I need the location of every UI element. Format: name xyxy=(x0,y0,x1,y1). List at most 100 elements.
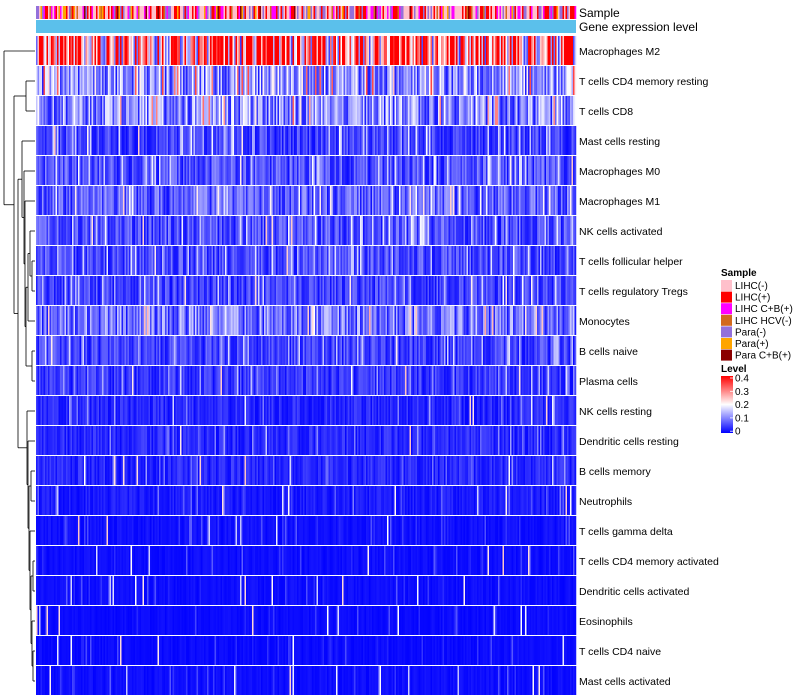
heatmap-cell xyxy=(189,186,191,215)
heatmap-cell xyxy=(375,36,377,65)
heatmap-cell xyxy=(226,396,229,425)
heatmap-cell xyxy=(208,216,211,245)
heatmap-cell xyxy=(448,276,451,305)
heatmap-cell xyxy=(414,366,416,395)
heatmap-cell xyxy=(360,216,362,245)
heatmap-cell xyxy=(307,246,310,275)
heatmap-cell xyxy=(492,156,494,185)
heatmap-cell xyxy=(79,396,82,425)
heatmap-cell xyxy=(421,186,424,215)
heatmap-cell xyxy=(562,126,565,155)
heatmap-cell xyxy=(39,66,41,95)
heatmap-cell xyxy=(151,366,154,395)
heatmap-cell xyxy=(157,186,160,215)
heatmap-cell xyxy=(456,66,458,95)
heatmap-cell xyxy=(253,246,256,275)
heatmap-cell xyxy=(36,96,38,125)
heatmap-cell xyxy=(103,216,106,245)
heatmap-cell xyxy=(210,396,212,425)
heatmap-cell xyxy=(133,36,136,65)
heatmap-cell xyxy=(151,216,154,245)
heatmap-cell xyxy=(82,96,85,125)
heatmap-cell xyxy=(339,246,341,275)
heatmap-cell xyxy=(78,336,80,365)
heatmap-cell xyxy=(370,276,373,305)
heatmap-cell xyxy=(433,126,436,155)
heatmap-cell xyxy=(526,366,529,395)
heatmap-cell xyxy=(163,216,166,245)
heatmap-cell xyxy=(52,156,55,185)
heatmap-cell xyxy=(297,216,299,245)
heatmap-cell xyxy=(477,66,479,95)
heatmap-cell xyxy=(534,276,536,305)
heatmap-cell xyxy=(418,36,421,65)
heatmap-cell xyxy=(153,396,155,425)
heatmap-cell xyxy=(337,156,340,185)
heatmap-cell xyxy=(237,276,239,305)
heatmap-cell xyxy=(309,306,311,335)
heatmap-cell xyxy=(489,66,491,95)
heatmap-cell xyxy=(360,36,362,65)
heatmap-cell xyxy=(183,276,185,305)
heatmap-cell xyxy=(325,36,328,65)
heatmap-cell xyxy=(495,36,497,65)
heatmap-cell xyxy=(363,306,365,335)
heatmap-cell xyxy=(441,126,443,155)
sample-cell xyxy=(99,6,101,19)
heatmap-cell xyxy=(36,246,38,275)
heatmap-cell xyxy=(376,96,379,125)
heatmap-cell xyxy=(184,156,187,185)
heatmap-cell xyxy=(441,186,443,215)
heatmap-cell xyxy=(229,336,232,365)
heatmap-cell xyxy=(72,156,74,185)
heatmap-cell xyxy=(256,36,259,65)
heatmap-cell xyxy=(213,36,215,65)
heatmap-cell xyxy=(111,246,113,275)
heatmap-cell xyxy=(513,126,515,155)
heatmap-cell xyxy=(270,96,272,125)
heatmap-cell xyxy=(213,126,215,155)
heatmap-cell xyxy=(118,276,121,305)
heatmap-cell xyxy=(157,156,160,185)
heatmap-cell xyxy=(399,216,401,245)
heatmap-cell xyxy=(510,156,512,185)
heatmap-cell xyxy=(427,216,430,245)
heatmap-cell xyxy=(39,336,41,365)
heatmap-cell xyxy=(568,216,571,245)
heatmap-cell xyxy=(529,156,532,185)
heatmap-cell xyxy=(438,216,440,245)
heatmap-cell xyxy=(457,366,460,395)
heatmap-cell xyxy=(378,276,380,305)
heatmap-cell xyxy=(283,336,286,365)
sample-cell xyxy=(90,6,92,19)
heatmap-cell xyxy=(507,246,509,275)
heatmap-cell xyxy=(538,186,541,215)
heatmap-cell xyxy=(87,216,89,245)
heatmap-cell xyxy=(438,366,440,395)
heatmap-cell xyxy=(390,156,392,185)
sample-cell xyxy=(444,6,446,19)
heatmap-cell xyxy=(135,396,137,425)
heatmap-cell xyxy=(568,186,571,215)
heatmap-cell xyxy=(493,96,496,125)
heatmap-cell xyxy=(525,156,527,185)
heatmap-cell xyxy=(64,366,67,395)
heatmap-cell xyxy=(474,156,476,185)
heatmap-cell xyxy=(348,276,350,305)
heatmap-cell xyxy=(295,126,298,155)
heatmap-cell xyxy=(516,96,518,125)
heatmap-cell xyxy=(498,366,500,395)
heatmap-cell xyxy=(382,66,385,95)
heatmap-cell xyxy=(300,396,302,425)
heatmap-cell xyxy=(282,186,284,215)
heatmap-cell xyxy=(402,216,404,245)
heatmap-cell xyxy=(444,66,446,95)
heatmap-cell xyxy=(162,156,164,185)
heatmap-cell xyxy=(82,186,85,215)
heatmap-cell xyxy=(333,216,335,245)
heatmap-cell xyxy=(261,306,263,335)
heatmap-cell xyxy=(571,276,574,305)
heatmap-cell xyxy=(124,216,127,245)
heatmap-cell xyxy=(357,336,359,365)
heatmap-cell xyxy=(117,36,119,65)
